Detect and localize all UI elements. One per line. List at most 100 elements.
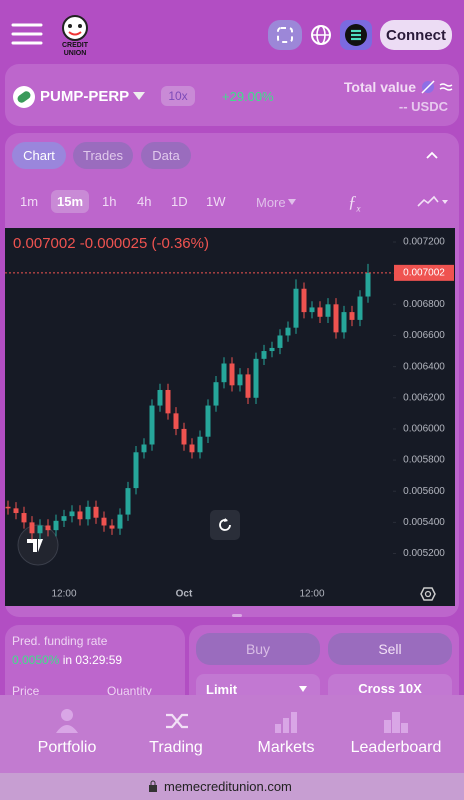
candle-body <box>365 272 371 297</box>
markets-icon[interactable] <box>274 710 300 734</box>
y-tick-label: 0.006000 <box>403 424 445 435</box>
menu-icon[interactable] <box>10 22 44 46</box>
candle-body <box>205 405 211 437</box>
candle-body <box>253 358 259 398</box>
candle-body <box>37 525 43 534</box>
funding-countdown: in 03:29:59 <box>62 653 123 667</box>
visibility-icon[interactable] <box>418 78 454 96</box>
intervals: 1m 15m 1h 4h 1D 1W <box>11 190 261 214</box>
leaderboard-icon[interactable] <box>383 710 409 734</box>
funding-rate: 0.0050% <box>12 653 60 667</box>
buy-button[interactable]: Buy <box>196 633 320 665</box>
funding: 0.0050% in 03:29:59 <box>12 653 122 667</box>
candlestick-chart: 0.007002 -0.000025 (-0.36%) 0.005200 0.00… <box>5 228 455 606</box>
y-tick-label: 0.007200 <box>403 237 445 248</box>
quantity-label: Quantity <box>107 684 152 698</box>
reset-button[interactable] <box>210 510 240 540</box>
sell-button[interactable]: Sell <box>328 633 452 665</box>
settings-icon[interactable] <box>420 587 436 601</box>
candle-body <box>149 405 155 445</box>
candle-body <box>269 347 275 352</box>
nav-label[interactable]: Leaderboard <box>350 739 442 756</box>
connect-button[interactable]: Connect <box>380 20 452 50</box>
indicator-fx[interactable]: ƒx <box>348 192 361 214</box>
url: memecreditunion.com <box>164 779 292 794</box>
url-bar <box>0 773 464 800</box>
solana-icon <box>345 24 367 46</box>
x-tick-label: 12:00 <box>299 589 324 600</box>
nav-label[interactable]: Portfolio <box>37 739 97 756</box>
y-tick-label: 0.006200 <box>403 392 445 403</box>
y-tick-label: 0.006400 <box>403 361 445 372</box>
change: +29.00% <box>222 89 274 104</box>
candle-body <box>325 304 331 317</box>
candle-body <box>213 382 219 406</box>
tab[interactable]: Data <box>141 142 191 169</box>
candle-body <box>13 508 19 514</box>
candle-body <box>285 327 291 336</box>
candle-body <box>85 506 91 520</box>
candle-body <box>237 374 243 386</box>
candle-body <box>229 363 235 386</box>
total-value: -- USDC <box>398 99 448 114</box>
interval[interactable]: 1W <box>206 194 226 209</box>
candle-body <box>61 516 67 521</box>
order-type-text: Limit <box>206 682 238 697</box>
tab[interactable]: Chart <box>12 142 66 169</box>
symbol[interactable]: PUMP-PERP <box>40 88 130 105</box>
x-tick-label: 12:00 <box>51 589 76 600</box>
more-button[interactable]: More <box>256 195 286 210</box>
globe-icon[interactable] <box>308 22 334 48</box>
candle-body <box>317 307 323 317</box>
interval[interactable]: 1h <box>102 194 117 209</box>
candle-body <box>141 444 147 453</box>
candle-body <box>173 413 179 429</box>
nav-label[interactable]: Trading <box>149 739 203 756</box>
candle-body <box>301 288 307 313</box>
scan-button[interactable] <box>268 20 302 50</box>
candle-body <box>309 307 315 313</box>
leverage: 10x <box>161 86 195 106</box>
candle-body <box>93 506 99 518</box>
order-type-caret <box>299 686 307 692</box>
nav-label[interactable]: Markets <box>257 739 315 756</box>
candle-body <box>77 511 83 520</box>
more-caret <box>288 199 296 205</box>
candle-body <box>341 312 347 333</box>
x-tick-label: Oct <box>176 589 193 600</box>
resize-handle[interactable] <box>232 614 242 617</box>
candle-body <box>181 428 187 445</box>
candle-body <box>245 374 251 398</box>
collapse-icon[interactable] <box>425 150 439 160</box>
y-tick-label: 0.005200 <box>403 548 445 559</box>
candle-body <box>189 444 195 453</box>
candle-body <box>5 506 11 509</box>
candle-body <box>165 389 171 414</box>
ohlc-header: 0.007002 -0.000025 (-0.36%) <box>13 235 209 252</box>
logo-text: CREDIT UNION <box>56 42 94 58</box>
tab[interactable]: Trades <box>73 142 133 169</box>
interval[interactable]: 1D <box>171 194 188 209</box>
candle-body <box>109 525 115 529</box>
y-tick-label: 0.005600 <box>403 486 445 497</box>
candle-body <box>221 363 227 383</box>
bottom-nav <box>0 695 464 773</box>
candle-body <box>45 525 51 531</box>
portfolio-icon[interactable] <box>55 708 79 734</box>
trading-icon[interactable] <box>164 710 190 732</box>
candle-body <box>357 296 363 320</box>
interval[interactable]: 15m <box>51 190 90 213</box>
interval[interactable]: 1m <box>20 194 39 209</box>
chain-button[interactable] <box>340 20 372 50</box>
indicator-icon[interactable] <box>416 194 450 210</box>
y-tick-label: 0.006800 <box>403 299 445 310</box>
candle-body <box>21 513 27 523</box>
logo-icon <box>62 15 88 41</box>
total-value-label: Total value <box>343 79 416 95</box>
interval[interactable]: 4h <box>137 194 152 209</box>
candle-body <box>53 520 59 531</box>
caret-icon[interactable] <box>132 91 146 101</box>
y-tick-label: 0.006600 <box>403 330 445 341</box>
candle-body <box>197 436 203 453</box>
